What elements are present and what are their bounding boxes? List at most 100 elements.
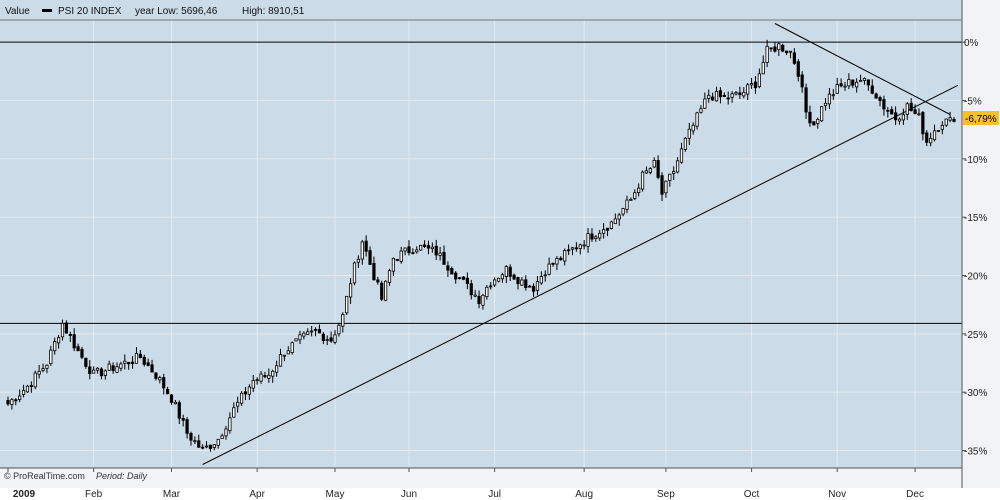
candle[interactable] [18, 389, 22, 403]
candle[interactable] [894, 106, 898, 126]
candle[interactable] [625, 195, 629, 214]
candle[interactable] [220, 433, 224, 439]
candle[interactable] [535, 275, 540, 296]
candle[interactable] [691, 122, 695, 135]
candle[interactable] [352, 261, 357, 286]
candle[interactable] [835, 77, 839, 94]
candle[interactable] [407, 240, 411, 256]
candle[interactable] [72, 328, 76, 352]
candle[interactable] [321, 331, 325, 345]
candle[interactable] [41, 363, 45, 373]
candle[interactable] [746, 83, 750, 101]
candle[interactable] [913, 104, 917, 115]
candle[interactable] [450, 266, 454, 275]
candle[interactable] [37, 364, 41, 379]
candle[interactable] [602, 223, 606, 239]
candle[interactable] [25, 384, 30, 393]
candle[interactable] [640, 170, 645, 192]
candle[interactable] [570, 246, 575, 256]
candle[interactable] [360, 239, 364, 265]
candle[interactable] [858, 74, 863, 82]
candle[interactable] [146, 358, 150, 367]
candle[interactable] [154, 372, 158, 381]
candle[interactable] [699, 105, 703, 114]
candle[interactable] [672, 166, 676, 181]
candle[interactable] [10, 398, 14, 410]
candle[interactable] [251, 374, 255, 393]
candle[interactable] [726, 91, 730, 105]
candle[interactable] [831, 89, 835, 101]
candle[interactable] [897, 117, 902, 125]
candle[interactable] [870, 79, 874, 95]
candle[interactable] [255, 377, 259, 385]
candle[interactable] [504, 265, 508, 284]
candle[interactable] [578, 243, 582, 255]
candle[interactable] [259, 370, 263, 384]
candle[interactable] [461, 276, 466, 281]
candle[interactable] [516, 276, 520, 290]
candle[interactable] [333, 330, 337, 345]
candle[interactable] [302, 331, 306, 340]
candle[interactable] [878, 95, 882, 107]
candle[interactable] [130, 356, 135, 369]
candle[interactable] [88, 360, 92, 380]
candle[interactable] [874, 92, 878, 99]
candle[interactable] [559, 256, 563, 261]
candle[interactable] [337, 322, 341, 337]
candle[interactable] [166, 386, 170, 395]
candle[interactable] [477, 290, 481, 309]
candle[interactable] [162, 373, 166, 395]
candle[interactable] [181, 414, 185, 427]
candle[interactable] [734, 90, 738, 96]
candle[interactable] [329, 331, 333, 343]
candle[interactable] [855, 78, 859, 93]
candle[interactable] [722, 92, 726, 98]
candle[interactable] [216, 438, 220, 449]
candle[interactable] [675, 157, 680, 174]
candle[interactable] [372, 256, 376, 281]
candle[interactable] [574, 242, 578, 252]
candle[interactable] [753, 76, 758, 94]
candle[interactable] [788, 50, 793, 59]
candle[interactable] [415, 246, 419, 254]
candle[interactable] [555, 256, 559, 271]
candles[interactable] [6, 39, 956, 452]
candle[interactable] [345, 295, 349, 316]
candle[interactable] [325, 335, 329, 346]
candle[interactable] [936, 130, 941, 133]
candle[interactable] [917, 108, 921, 116]
candle[interactable] [380, 280, 384, 302]
candle[interactable] [761, 55, 765, 75]
candle[interactable] [485, 285, 489, 300]
plot-area[interactable] [0, 20, 962, 468]
candle[interactable] [929, 132, 933, 147]
candle[interactable] [524, 275, 528, 291]
candle[interactable] [208, 444, 213, 452]
candle[interactable] [512, 273, 516, 281]
candle[interactable] [851, 79, 855, 89]
candle[interactable] [547, 257, 551, 276]
candle[interactable] [925, 130, 929, 147]
candle[interactable] [430, 242, 434, 253]
candle[interactable] [387, 268, 392, 286]
candle[interactable] [282, 354, 287, 362]
candle[interactable] [364, 235, 368, 257]
candle[interactable] [882, 95, 886, 116]
candle[interactable] [473, 289, 477, 298]
candle[interactable] [84, 357, 88, 369]
candle[interactable] [777, 42, 781, 56]
candle[interactable] [785, 50, 789, 56]
candle[interactable] [127, 361, 131, 370]
candle[interactable] [773, 42, 777, 53]
candle[interactable] [679, 142, 684, 164]
candle[interactable] [952, 117, 956, 123]
candle[interactable] [792, 48, 796, 65]
candle[interactable] [598, 229, 602, 241]
candle[interactable] [368, 246, 372, 265]
candle[interactable] [695, 111, 699, 130]
candle[interactable] [80, 346, 84, 360]
candle[interactable] [551, 262, 555, 267]
candle[interactable] [660, 172, 664, 202]
candle[interactable] [177, 400, 181, 424]
candle[interactable] [123, 354, 127, 370]
